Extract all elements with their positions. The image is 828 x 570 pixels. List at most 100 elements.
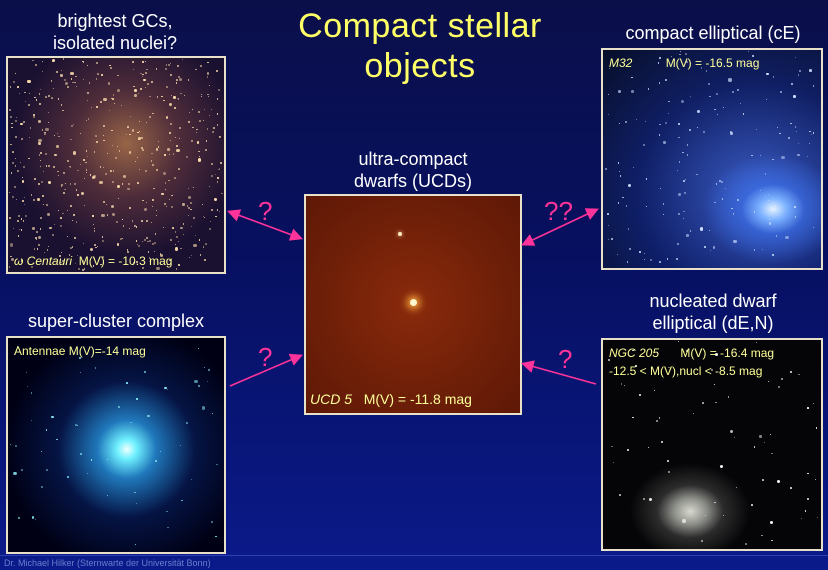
star	[60, 225, 62, 228]
star	[607, 113, 610, 115]
star	[807, 407, 809, 409]
star	[147, 251, 150, 253]
star	[75, 189, 77, 191]
question-mark-bottom-right: ?	[558, 344, 573, 374]
star	[53, 88, 55, 90]
omega-caption-name: ω Centauri	[14, 254, 73, 268]
star	[151, 81, 153, 83]
star	[86, 64, 88, 67]
star	[137, 93, 139, 95]
star	[111, 129, 113, 132]
star	[767, 199, 770, 202]
star	[105, 203, 107, 205]
star	[198, 111, 200, 113]
star	[117, 74, 119, 77]
star	[765, 98, 768, 101]
star	[72, 219, 74, 221]
star	[101, 239, 104, 242]
star	[812, 85, 815, 87]
star	[677, 122, 680, 125]
star	[64, 79, 67, 81]
star	[121, 238, 124, 240]
question-mark-top-right: ??	[544, 196, 573, 226]
star	[207, 93, 209, 96]
star	[658, 261, 661, 264]
star	[120, 104, 123, 107]
star	[92, 265, 94, 267]
star	[776, 479, 781, 483]
star	[721, 198, 723, 200]
star	[169, 153, 171, 155]
star	[74, 81, 76, 84]
star	[54, 224, 56, 226]
star	[813, 403, 815, 405]
star	[682, 151, 684, 154]
star	[82, 242, 84, 244]
star	[111, 97, 113, 100]
star	[29, 127, 31, 129]
star	[74, 423, 77, 427]
star	[174, 176, 177, 179]
star	[92, 215, 94, 217]
star	[128, 227, 131, 230]
star	[39, 88, 42, 91]
star	[724, 188, 726, 190]
star	[202, 246, 205, 248]
arrow-top-left	[227, 209, 303, 241]
star	[714, 383, 716, 385]
star	[146, 68, 148, 71]
star	[160, 95, 163, 98]
star	[804, 510, 807, 512]
star	[59, 254, 62, 257]
star	[73, 123, 75, 125]
star	[22, 121, 25, 124]
star	[761, 534, 763, 537]
star	[45, 204, 48, 206]
star	[35, 99, 37, 101]
star	[668, 366, 670, 368]
star	[196, 140, 200, 144]
star	[163, 203, 166, 206]
star	[176, 145, 179, 147]
star	[205, 139, 208, 142]
star	[208, 368, 210, 371]
star	[176, 235, 179, 238]
star	[751, 155, 753, 157]
star	[639, 250, 642, 253]
star	[96, 62, 99, 65]
star	[676, 258, 679, 261]
star	[97, 73, 99, 75]
star	[772, 76, 775, 79]
star	[730, 130, 733, 133]
star	[206, 128, 208, 130]
star	[217, 124, 219, 126]
star	[150, 160, 153, 162]
star	[178, 264, 180, 266]
star	[77, 170, 79, 172]
star	[17, 214, 20, 217]
star	[127, 188, 130, 191]
star	[701, 401, 704, 404]
star	[626, 261, 629, 263]
star	[188, 206, 191, 209]
star	[759, 189, 762, 192]
star	[812, 132, 815, 134]
star	[146, 237, 149, 239]
star	[60, 69, 63, 72]
star	[68, 254, 71, 256]
footer-divider	[0, 555, 828, 556]
label-line: nucleated dwarf	[649, 291, 777, 311]
star	[689, 129, 691, 131]
star	[190, 254, 193, 257]
star	[739, 102, 741, 105]
star	[39, 217, 42, 220]
star	[85, 172, 87, 174]
star	[100, 263, 102, 265]
star	[90, 106, 93, 109]
star	[146, 122, 148, 124]
star	[17, 235, 20, 237]
star	[116, 89, 120, 93]
ucd5-image: UCD 5 M(V) = -11.8 mag	[304, 194, 522, 415]
star	[661, 441, 664, 444]
star	[219, 136, 221, 139]
